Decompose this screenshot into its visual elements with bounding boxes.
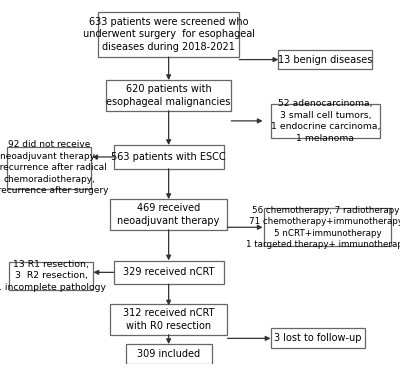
FancyBboxPatch shape	[126, 344, 212, 364]
FancyBboxPatch shape	[9, 262, 93, 290]
FancyBboxPatch shape	[114, 261, 224, 284]
FancyBboxPatch shape	[110, 199, 228, 230]
Text: 620 patients with
esophageal malignancies: 620 patients with esophageal malignancie…	[106, 84, 231, 107]
Text: 329 received nCRT: 329 received nCRT	[123, 268, 214, 277]
Text: 469 received
neoadjuvant therapy: 469 received neoadjuvant therapy	[118, 203, 220, 226]
FancyBboxPatch shape	[278, 50, 372, 70]
Text: 309 included: 309 included	[137, 349, 200, 359]
FancyBboxPatch shape	[270, 104, 380, 138]
FancyBboxPatch shape	[264, 208, 391, 246]
FancyBboxPatch shape	[270, 328, 365, 348]
Text: 13 benign diseases: 13 benign diseases	[278, 54, 373, 64]
Text: 92 did not receive
neoadjuvant therapy,
1 recurrence after radical
chemoradiothe: 92 did not receive neoadjuvant therapy, …	[0, 140, 109, 195]
Text: 56 chemotherapy, 7 radiotherapy,
71 chemotherapy+immunotherapy,
5 nCRT+immunothe: 56 chemotherapy, 7 radiotherapy, 71 chem…	[246, 206, 400, 249]
Text: 13 R1 resection,
3  R2 resection,
1 incomplete pathology: 13 R1 resection, 3 R2 resection, 1 incom…	[0, 260, 106, 292]
Text: 52 adenocarcinoma,
3 small cell tumors,
1 endocrine carcinoma,
1 melanoma: 52 adenocarcinoma, 3 small cell tumors, …	[271, 99, 380, 142]
Text: 633 patients were screened who
underwent surgery  for esophageal
diseases during: 633 patients were screened who underwent…	[83, 17, 255, 52]
FancyBboxPatch shape	[106, 80, 231, 111]
Text: 312 received nCRT
with R0 resection: 312 received nCRT with R0 resection	[123, 308, 214, 330]
FancyBboxPatch shape	[110, 304, 228, 335]
FancyBboxPatch shape	[7, 147, 91, 188]
FancyBboxPatch shape	[114, 145, 224, 169]
FancyBboxPatch shape	[98, 12, 239, 57]
Text: 3 lost to follow-up: 3 lost to follow-up	[274, 333, 361, 343]
Text: 563 patients with ESCC: 563 patients with ESCC	[111, 152, 226, 162]
